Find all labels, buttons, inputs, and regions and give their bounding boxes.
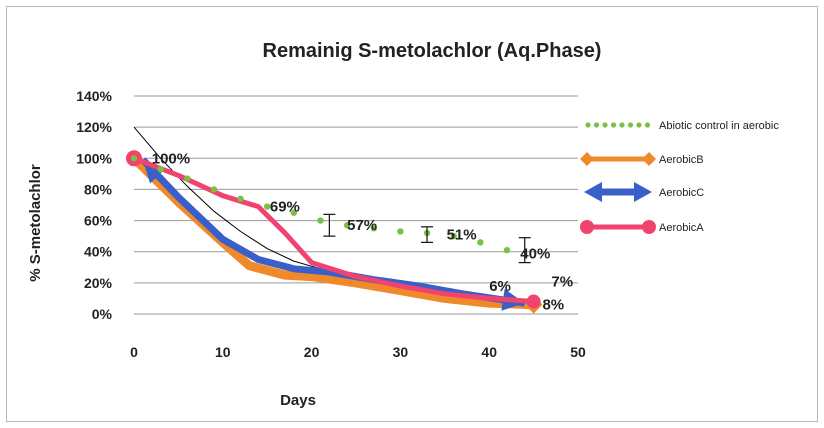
- data-point-abiotic: [450, 232, 457, 240]
- legend-arrow-right: [634, 182, 652, 202]
- data-label: 40%: [520, 245, 550, 262]
- y-tick-label: 60%: [84, 213, 113, 229]
- y-tick-label: 40%: [84, 244, 113, 260]
- legend-circle-right: [642, 220, 656, 234]
- marker-aerobic-a-end: [526, 294, 541, 309]
- y-tick-label: 80%: [84, 181, 113, 197]
- legend-swatch-abiotic: [636, 122, 642, 128]
- legend-swatch-abiotic: [610, 122, 617, 128]
- error-bar: [518, 237, 531, 264]
- legend-label: AerobicA: [659, 222, 704, 234]
- data-point-abiotic: [317, 217, 324, 224]
- x-tick-label: 10: [215, 344, 231, 360]
- x-tick-label: 0: [130, 344, 138, 360]
- data-point-abiotic: [237, 195, 244, 202]
- data-point-abiotic: [290, 209, 298, 216]
- data-point-abiotic: [264, 203, 271, 210]
- legend-swatch-abiotic: [619, 122, 625, 128]
- data-point-abiotic: [343, 222, 351, 229]
- data-point-abiotic: [477, 239, 484, 246]
- data-point-abiotic: [503, 246, 511, 254]
- chart-title: Remainig S-metolachlor (Aq.Phase): [263, 40, 602, 62]
- data-point-abiotic: [397, 228, 404, 235]
- series-layer: [126, 126, 543, 314]
- series-line-aerobic-c: [140, 157, 526, 307]
- data-label: 57%: [347, 217, 377, 234]
- legend-label: AerobicB: [659, 154, 704, 166]
- data-labels: 100% 69% 57% 51% 40% 6% 7% 8%: [152, 150, 573, 313]
- legend-swatch-abiotic: [585, 122, 591, 128]
- data-point-abiotic: [210, 186, 218, 193]
- legend-swatch-abiotic: [627, 122, 634, 128]
- legend-diamond-left: [580, 152, 594, 166]
- error-bar: [323, 213, 336, 237]
- x-tick-label: 20: [304, 344, 320, 360]
- y-tick-label: 140%: [76, 88, 112, 104]
- x-tick-label: 50: [570, 344, 586, 360]
- error-bars: [323, 213, 531, 264]
- data-label: 6%: [489, 278, 511, 295]
- y-tick-label: 120%: [76, 119, 112, 135]
- data-point-abiotic: [184, 175, 191, 182]
- y-tick-label: 0%: [92, 306, 113, 322]
- data-point-abiotic: [370, 225, 377, 232]
- legend-diamond-right: [642, 152, 656, 166]
- legend: Abiotic control in aerobic AerobicB Aerobi…: [580, 120, 779, 234]
- data-label: 7%: [551, 273, 573, 290]
- chart-frame: [6, 6, 818, 422]
- y-axis-title: % S-metolachlor: [27, 164, 44, 282]
- data-label: 100%: [152, 150, 190, 167]
- y-tick-label: 100%: [76, 150, 112, 166]
- data-label: 69%: [270, 199, 300, 216]
- legend-swatch-abiotic: [593, 122, 600, 128]
- series-line-aerobic-a: [133, 155, 534, 304]
- data-point-abiotic: [130, 155, 138, 162]
- data-label: 51%: [447, 227, 477, 244]
- tick-labels: 0% 20% 40% 60% 80% 100% 120% 140% 0 10 20 30 40 50: [76, 88, 586, 360]
- legend-label: Abiotic control in aerobic: [659, 120, 779, 132]
- data-point-abiotic: [157, 165, 164, 173]
- legend-swatch-abiotic: [602, 122, 608, 128]
- error-bar: [421, 226, 434, 243]
- y-tick-label: 20%: [84, 275, 113, 291]
- data-label: 8%: [542, 297, 564, 314]
- legend-arrow-left: [584, 182, 602, 202]
- legend-label: AerobicC: [659, 187, 704, 199]
- legend-circle-left: [580, 220, 594, 234]
- x-tick-label: 40: [481, 344, 497, 360]
- legend-swatch-abiotic: [644, 122, 651, 128]
- x-tick-label: 30: [393, 344, 409, 360]
- x-axis-title: Days: [280, 392, 316, 409]
